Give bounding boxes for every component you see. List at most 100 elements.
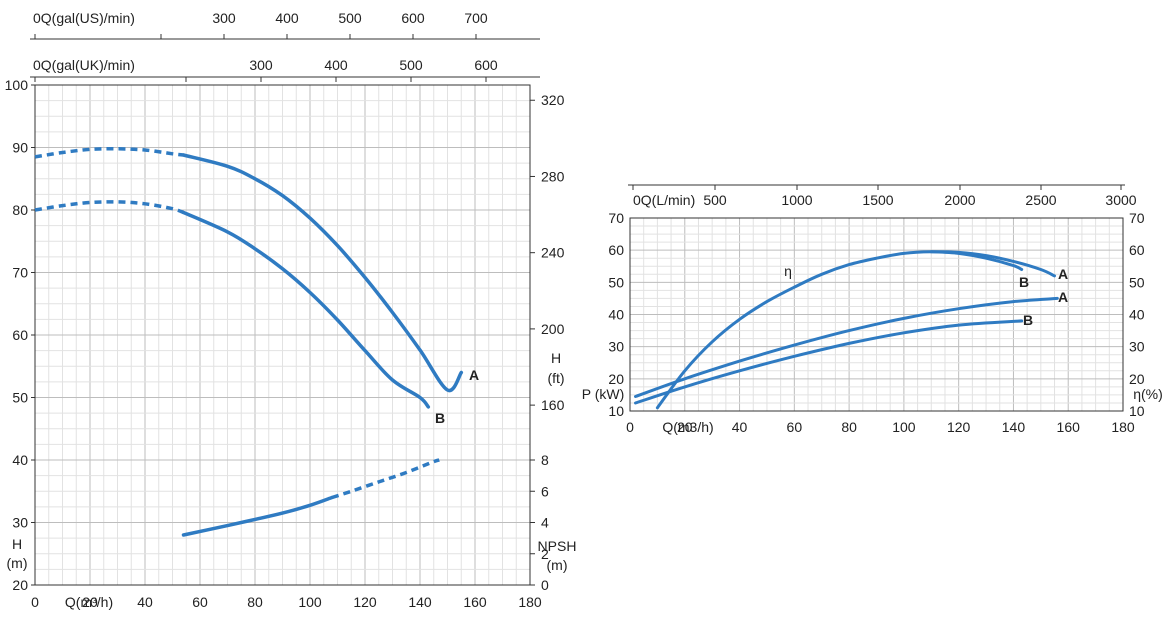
y-tick-label-left: 40 (608, 307, 624, 323)
y-axis-label-left: H (12, 536, 22, 552)
top-axis-us-tick-label: 500 (338, 10, 362, 26)
y-tick-label-right-npsh: 6 (541, 483, 549, 499)
power-curve-A (634, 296, 1059, 398)
y-tick-label-right: 10 (1129, 403, 1145, 419)
y-axis-label-right-npsh: NPSH (538, 538, 577, 554)
top-axis-uk-tick-label: 400 (324, 57, 348, 73)
curve-label-power-A: A (1058, 289, 1068, 305)
top-axis-us-tick-label: 600 (401, 10, 425, 26)
curve-label-power-B: B (1023, 312, 1033, 328)
curve-label-B: B (435, 410, 445, 426)
npsh-curve-dashed (331, 458, 440, 500)
x-tick-label: 0 (626, 419, 634, 435)
y-tick-label-left: 60 (12, 327, 28, 343)
x-tick-label: 120 (947, 419, 971, 435)
y-tick-label-left: 70 (12, 265, 28, 281)
curve-label-A: A (469, 367, 479, 383)
npsh-curve (181, 495, 334, 537)
x-tick-label: 60 (192, 594, 208, 610)
y-tick-label-left: 50 (12, 390, 28, 406)
top-axis-tick-label: 500 (703, 192, 727, 208)
x-tick-label: 160 (463, 594, 487, 610)
curve-label-eta-B: B (1019, 274, 1029, 290)
y-tick-label-right-npsh: 8 (541, 452, 549, 468)
x-tick-label: 40 (137, 594, 153, 610)
x-tick-label: 0 (31, 594, 39, 610)
y-tick-label-left: 100 (5, 77, 29, 93)
y-tick-label-left: 20 (608, 371, 624, 387)
top-axis-us-tick-label: 700 (464, 10, 488, 26)
x-axis-label: Q(m³/h) (65, 594, 113, 610)
head-curve-B (181, 210, 431, 409)
y-tick-label-right-head: 200 (541, 321, 565, 337)
curve-label-eta-A: A (1058, 266, 1068, 282)
y-tick-label-right-head: 160 (541, 397, 565, 413)
y-tick-label-left: 90 (12, 140, 28, 156)
y-axis-label-right: η(%) (1133, 386, 1163, 402)
top-axis-us-label: 0Q(gal(US)/min) (33, 10, 135, 26)
y-tick-label-right: 30 (1129, 339, 1145, 355)
y-tick-label-left: 30 (608, 339, 624, 355)
y-axis-unit-right-npsh: (m) (547, 557, 568, 573)
top-axis-us-tick-label: 300 (212, 10, 236, 26)
y-tick-label-right-npsh: 2 (541, 546, 549, 562)
efficiency-curve-A (655, 250, 1056, 410)
y-tick-label-right-head: 320 (541, 92, 565, 108)
x-tick-label: 100 (892, 419, 916, 435)
y-axis-label-right-head: H (551, 350, 561, 366)
y-tick-label-right-npsh: 0 (541, 577, 549, 593)
y-tick-label-left: 70 (608, 210, 624, 226)
x-tick-label: 120 (353, 594, 377, 610)
y-tick-label-left: 50 (608, 274, 624, 290)
x-tick-label: 140 (408, 594, 432, 610)
y-axis-unit-left: (m) (7, 555, 28, 571)
y-tick-label-right: 40 (1129, 307, 1145, 323)
top-axis-tick-label: 2000 (944, 192, 975, 208)
top-axis-us-tick-label: 400 (275, 10, 299, 26)
x-axis-label: Q(m3/h) (662, 419, 713, 435)
y-tick-label-left: 20 (12, 577, 28, 593)
y-axis-label-left: P (kW) (582, 386, 625, 402)
y-tick-label-right-npsh: 4 (541, 515, 549, 531)
efficiency-curve-B (929, 250, 1024, 271)
y-tick-label-right: 60 (1129, 242, 1145, 258)
top-axis-tick-label: 1500 (862, 192, 893, 208)
x-tick-label: 80 (841, 419, 857, 435)
head-curve-A-dashed (34, 146, 184, 159)
x-tick-label: 180 (518, 594, 542, 610)
top-axis-uk-label: 0Q(gal(UK)/min) (33, 57, 135, 73)
x-tick-label: 60 (787, 419, 803, 435)
y-tick-label-left: 60 (608, 242, 624, 258)
head-curve-A (181, 153, 464, 393)
efficiency-power-chart: 0 20 40 60 80 100 120 140 160 180 Q(m3/h) 10 20 30 40 5… (582, 184, 1163, 435)
y-axis-unit-right-head: (ft) (547, 370, 564, 386)
top-axis-uk-tick-label: 600 (474, 57, 498, 73)
x-tick-label: 160 (1057, 419, 1081, 435)
x-tick-label: 80 (247, 594, 263, 610)
top-axis-tick-label: 1000 (781, 192, 812, 208)
efficiency-symbol-label: η (784, 263, 792, 279)
x-tick-label: 140 (1002, 419, 1026, 435)
top-axis-label: 0Q(L/min) (633, 192, 695, 208)
x-tick-label: 100 (298, 594, 322, 610)
y-tick-label-right-head: 240 (541, 245, 565, 261)
y-tick-label-left: 40 (12, 452, 28, 468)
top-axis-tick-label: 3000 (1105, 192, 1136, 208)
y-tick-label-left: 10 (608, 403, 624, 419)
x-tick-label: 180 (1111, 419, 1135, 435)
y-tick-label-left: 30 (12, 515, 28, 531)
power-curve-B (634, 319, 1024, 405)
y-tick-label-left: 80 (12, 202, 28, 218)
x-tick-label: 40 (732, 419, 748, 435)
x-tick-label: 20 (82, 594, 98, 610)
top-axis-uk-tick-label: 500 (399, 57, 423, 73)
head-npsh-chart: 0 20 40 60 80 100 120 140 160 180Q(m³/h)203040506… (5, 10, 577, 610)
head-curve-B-dashed (34, 200, 185, 215)
y-tick-label-right: 50 (1129, 274, 1145, 290)
top-axis-uk-tick-label: 300 (249, 57, 273, 73)
plot-frame (629, 217, 1124, 412)
x-tick-label: 20 (677, 419, 693, 435)
y-tick-label-right-head: 280 (541, 168, 565, 184)
top-axis-tick-label: 2500 (1025, 192, 1056, 208)
